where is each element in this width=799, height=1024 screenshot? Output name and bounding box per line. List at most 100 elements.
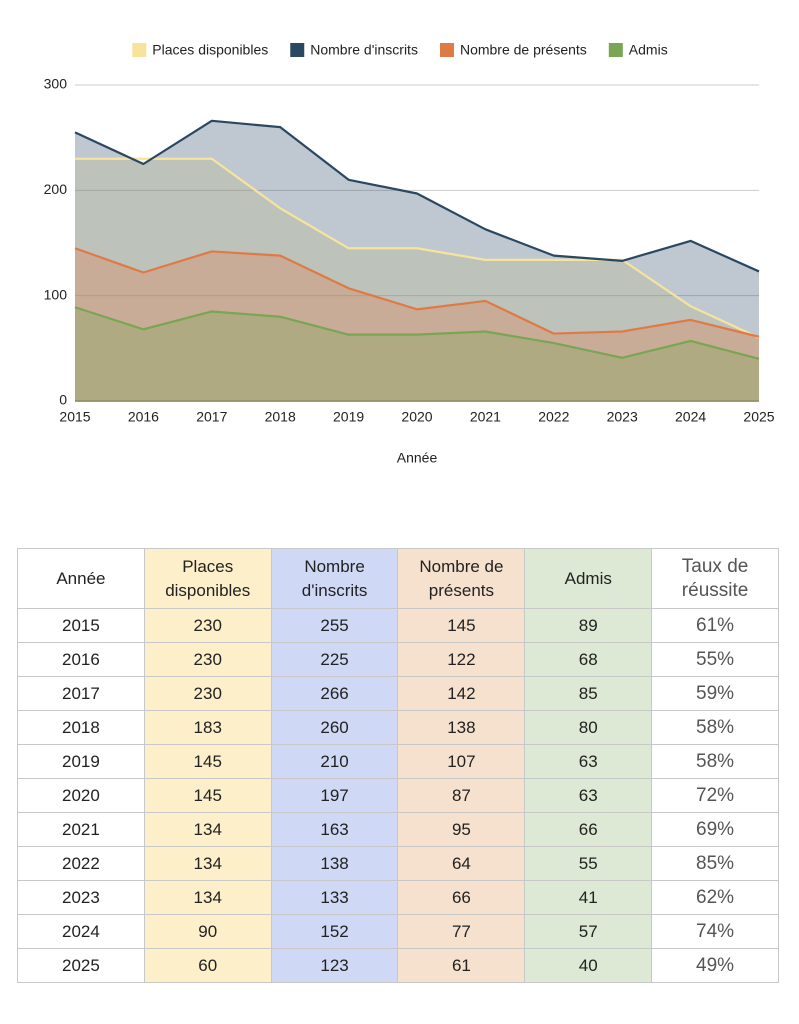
x-tick-label: 2023 — [607, 409, 638, 425]
table-cell: 55% — [651, 642, 779, 677]
table-row: 2019 145 210 107 63 58% — [17, 744, 779, 779]
legend-swatch — [290, 43, 305, 57]
header-cell: Places disponibles — [143, 548, 272, 609]
table-row: 2020 145 197 87 63 72% — [17, 778, 779, 813]
table-row: 2025 60 123 61 40 49% — [17, 948, 779, 983]
area-fill — [75, 158, 759, 401]
table-cell: 62% — [651, 880, 779, 915]
table-cell: 87 — [397, 778, 526, 813]
legend-label: Admis — [629, 42, 668, 58]
table-cell: 133 — [270, 880, 399, 915]
header-cell: Nombre de présents — [397, 548, 526, 609]
table-cell: 74% — [651, 914, 779, 949]
area-line — [74, 247, 760, 338]
table-cell: 85% — [651, 846, 779, 881]
table-cell: 123 — [270, 948, 399, 983]
table-row: 2015 230 255 145 89 61% — [17, 608, 779, 643]
legend-swatch — [608, 43, 623, 57]
table-cell: 57 — [524, 914, 653, 949]
table-cell: 95 — [397, 812, 526, 847]
x-tick-label: 2017 — [196, 409, 227, 425]
table-cell: 2017 — [17, 676, 145, 711]
table-cell: 40 — [524, 948, 653, 983]
header-cell: Nombre d'inscrits — [270, 548, 399, 609]
table-cell: 80 — [524, 710, 653, 745]
area-fill — [75, 248, 759, 401]
table-cell: 72% — [651, 778, 779, 813]
header-cell: Admis — [524, 548, 653, 609]
table-row: 2021 134 163 95 66 69% — [17, 812, 779, 847]
area-line — [74, 119, 760, 273]
header-cell: Taux de réussite — [651, 548, 779, 609]
table-row: 2024 90 152 77 57 74% — [17, 914, 779, 949]
legend-swatch — [132, 43, 147, 57]
table-cell: 145 — [397, 608, 526, 643]
table-cell: 210 — [270, 744, 399, 779]
x-tick-label: 2016 — [128, 409, 159, 425]
table-cell: 58% — [651, 710, 779, 745]
table-cell: 2019 — [17, 744, 145, 779]
table-cell: 66 — [397, 880, 526, 915]
table-cell: 59% — [651, 676, 779, 711]
area-line — [75, 157, 760, 339]
area-line — [74, 306, 760, 360]
x-axis-label: Année — [397, 450, 438, 466]
table-row: 2023 134 133 66 41 62% — [17, 880, 779, 915]
table-row: 2018 183 260 138 80 58% — [17, 710, 779, 745]
x-tick-label: 2019 — [333, 409, 364, 425]
x-tick-label: 2025 — [743, 409, 774, 425]
x-tick-label: 2018 — [265, 409, 296, 425]
table-cell: 2016 — [17, 642, 145, 677]
table-cell: 68 — [524, 642, 653, 677]
x-tick-label: 2015 — [59, 409, 90, 425]
table-cell: 197 — [270, 778, 399, 813]
table-cell: 134 — [143, 880, 272, 915]
table-cell: 2025 — [17, 948, 145, 983]
chart: Année 0 100 200 300 2015 2016 2017 2018 2019 2020… — [44, 42, 775, 466]
table-cell: 230 — [143, 642, 272, 677]
table-cell: 63 — [524, 778, 653, 813]
table-cell: 152 — [270, 914, 399, 949]
table-cell: 2022 — [17, 846, 145, 881]
x-tick-label: 2024 — [675, 409, 706, 425]
area-fill — [75, 120, 759, 402]
legend-label: Nombre de présents — [460, 42, 587, 58]
table-cell: 138 — [270, 846, 399, 881]
y-tick-label: 0 — [59, 392, 67, 408]
table-cell: 61% — [651, 608, 779, 643]
data-table: Année Places disponibles Nombre d'inscrits… — [17, 548, 779, 983]
legend-label: Places disponibles — [152, 42, 268, 58]
table-row: 2022 134 138 64 55 85% — [17, 846, 779, 881]
table-cell: 2023 — [17, 880, 145, 915]
table-cell: 145 — [143, 744, 272, 779]
table-cell: 230 — [143, 608, 272, 643]
table-cell: 89 — [524, 608, 653, 643]
table-cell: 2018 — [17, 710, 145, 745]
table-cell: 58% — [651, 744, 779, 779]
table-cell: 138 — [397, 710, 526, 745]
legend-label: Nombre d'inscrits — [310, 42, 418, 58]
table-cell: 63 — [524, 744, 653, 779]
table-cell: 90 — [143, 914, 272, 949]
table-cell: 77 — [397, 914, 526, 949]
header-row: Année Places disponibles Nombre d'inscrits… — [17, 548, 779, 609]
table-cell: 183 — [143, 710, 272, 745]
table-cell: 266 — [270, 676, 399, 711]
table-cell: 41 — [524, 880, 653, 915]
table-cell: 61 — [397, 948, 526, 983]
table-cell: 255 — [270, 608, 399, 643]
x-tick-label: 2021 — [470, 409, 501, 425]
table-body: 2015 230 255 145 89 61% 2016 230 225 122 68 55% 2017… — [17, 608, 779, 983]
table-cell: 69% — [651, 812, 779, 847]
table-cell: 134 — [143, 846, 272, 881]
table-cell: 49% — [651, 948, 779, 983]
table-cell: 64 — [397, 846, 526, 881]
area-fill — [75, 307, 759, 401]
table-cell: 85 — [524, 676, 653, 711]
table-cell: 225 — [270, 642, 399, 677]
table-cell: 145 — [143, 778, 272, 813]
table-cell: 163 — [270, 812, 399, 847]
table-cell: 142 — [397, 676, 526, 711]
y-tick-label: 200 — [44, 181, 68, 197]
